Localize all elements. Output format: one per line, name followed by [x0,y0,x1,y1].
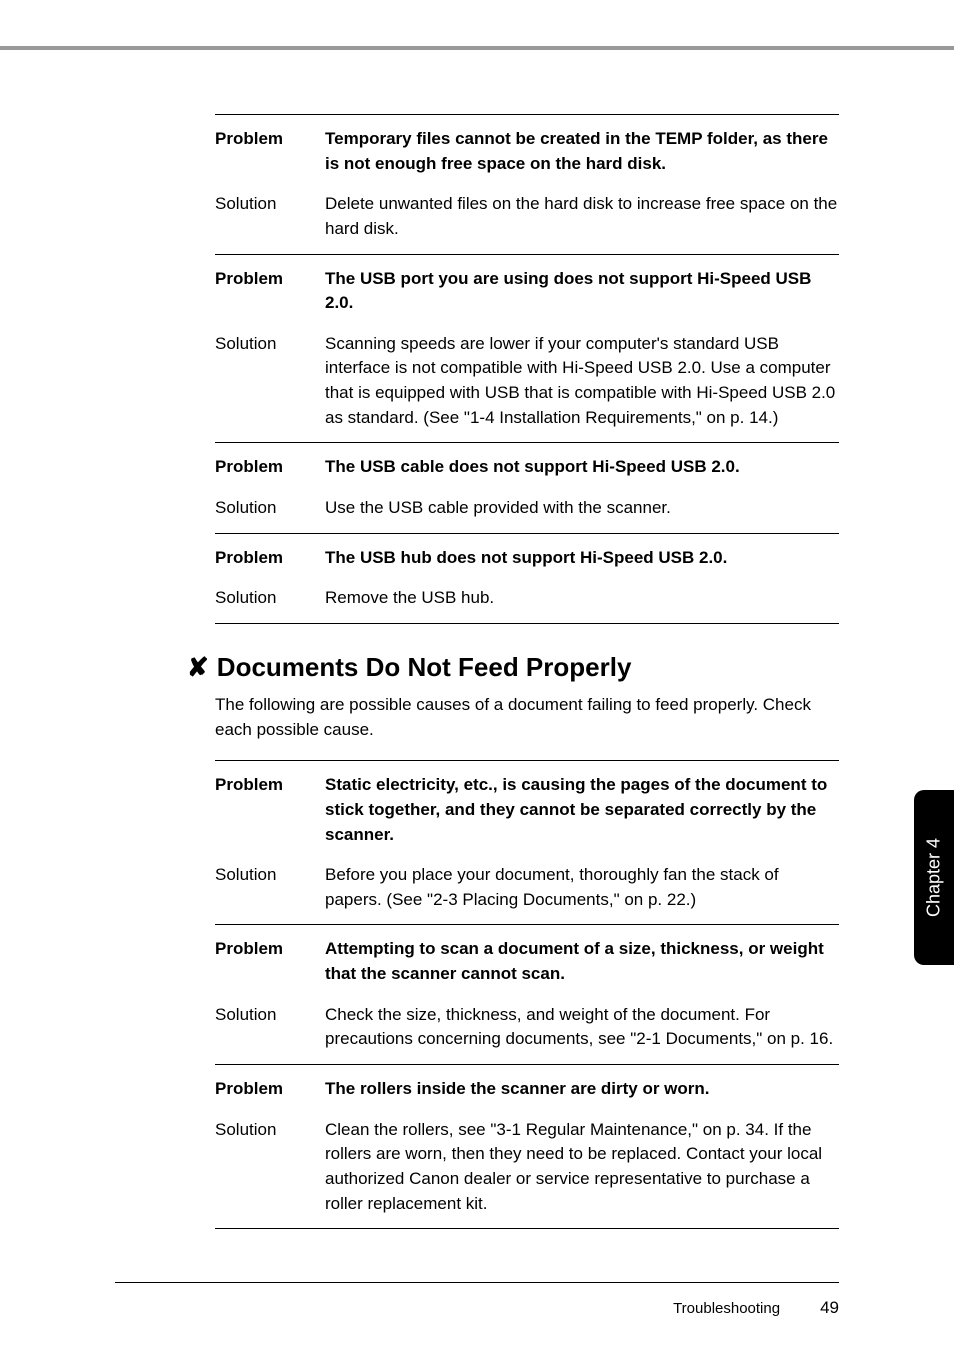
top-bar [0,0,954,50]
row-body: The rollers inside the scanner are dirty… [325,1077,839,1102]
row-label: Problem [215,773,325,798]
table-row: SolutionRemove the USB hub. [215,578,839,619]
table-row: ProblemStatic electricity, etc., is caus… [215,765,839,855]
row-body: Check the size, thickness, and weight of… [325,1003,839,1052]
row-label: Solution [215,586,325,611]
table-row: SolutionUse the USB cable provided with … [215,488,839,529]
row-body: Static electricity, etc., is causing the… [325,773,839,847]
row-label: Solution [215,1003,325,1028]
row-body: Use the USB cable provided with the scan… [325,496,839,521]
row-body: Delete unwanted files on the hard disk t… [325,192,839,241]
section-intro: The following are possible causes of a d… [215,693,839,742]
row-label: Solution [215,332,325,357]
separator [215,623,839,624]
table-row: SolutionClean the rollers, see "3-1 Regu… [215,1110,839,1225]
row-body: Clean the rollers, see "3-1 Regular Main… [325,1118,839,1217]
separator [215,442,839,443]
row-body: The USB port you are using does not supp… [325,267,839,316]
table-row: ProblemThe USB port you are using does n… [215,259,839,324]
table-row: ProblemThe rollers inside the scanner ar… [215,1069,839,1110]
table-row: ProblemAttempting to scan a document of … [215,929,839,994]
table-row: SolutionCheck the size, thickness, and w… [215,995,839,1060]
row-body: The USB hub does not support Hi-Speed US… [325,546,839,571]
footer: Troubleshooting 49 [673,1298,839,1318]
row-label: Solution [215,863,325,888]
separator [215,760,839,761]
row-label: Problem [215,546,325,571]
table-row: ProblemThe USB cable does not support Hi… [215,447,839,488]
separator [215,254,839,255]
row-label: Problem [215,127,325,152]
footer-line [115,1282,839,1283]
row-label: Problem [215,1077,325,1102]
x-mark-icon: ✘ [187,652,209,683]
separator [215,1064,839,1065]
content-area: ProblemTemporary files cannot be created… [0,50,954,1229]
section-heading: ✘ Documents Do Not Feed Properly [187,652,839,683]
row-body: Remove the USB hub. [325,586,839,611]
row-body: The USB cable does not support Hi-Speed … [325,455,839,480]
chapter-tab: Chapter 4 [914,790,954,965]
row-body: Temporary files cannot be created in the… [325,127,839,176]
separator [215,114,839,115]
separator [215,924,839,925]
row-label: Problem [215,937,325,962]
row-body: Scanning speeds are lower if your comput… [325,332,839,431]
separator [215,533,839,534]
row-label: Solution [215,1118,325,1143]
table-row: ProblemTemporary files cannot be created… [215,119,839,184]
row-label: Problem [215,455,325,480]
row-label: Problem [215,267,325,292]
row-label: Solution [215,496,325,521]
table-row: SolutionDelete unwanted files on the har… [215,184,839,249]
separator [215,1228,839,1229]
row-body: Before you place your document, thorough… [325,863,839,912]
table-row: ProblemThe USB hub does not support Hi-S… [215,538,839,579]
footer-title: Troubleshooting [673,1300,780,1317]
footer-page: 49 [820,1298,839,1318]
table-row: SolutionBefore you place your document, … [215,855,839,920]
heading-text: Documents Do Not Feed Properly [217,652,632,683]
table-row: SolutionScanning speeds are lower if you… [215,324,839,439]
row-body: Attempting to scan a document of a size,… [325,937,839,986]
row-label: Solution [215,192,325,217]
